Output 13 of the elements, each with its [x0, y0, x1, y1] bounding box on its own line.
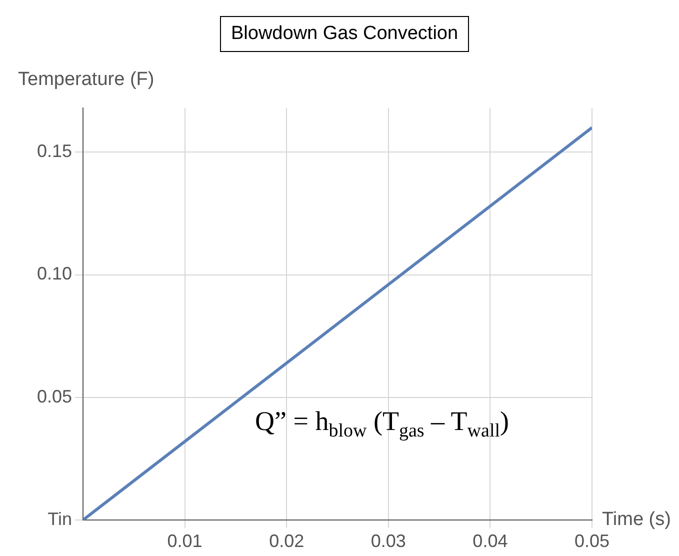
y-tick-label: Tin	[48, 508, 72, 529]
chart-title: Blowdown Gas Convection	[220, 16, 470, 52]
x-tick-label: 0.03	[370, 530, 406, 551]
x-tick-label: 0.02	[269, 530, 304, 551]
x-tick-label: 0.05	[574, 530, 610, 551]
y-tick-label: 0.15	[36, 141, 72, 162]
y-tick-label: 0.10	[36, 264, 72, 284]
annotation: Q” = h$_{blow}$ (T$_{gas}$ – T$_{wall}$)	[255, 406, 510, 442]
x-tick-label: 0.04	[472, 530, 508, 551]
x-axis-title: Time (s)	[602, 509, 671, 530]
y-tick-label: 0.05	[36, 386, 72, 406]
y-axis-title: Temperature (F)	[18, 69, 154, 90]
x-tick-label: 0.01	[167, 530, 202, 551]
